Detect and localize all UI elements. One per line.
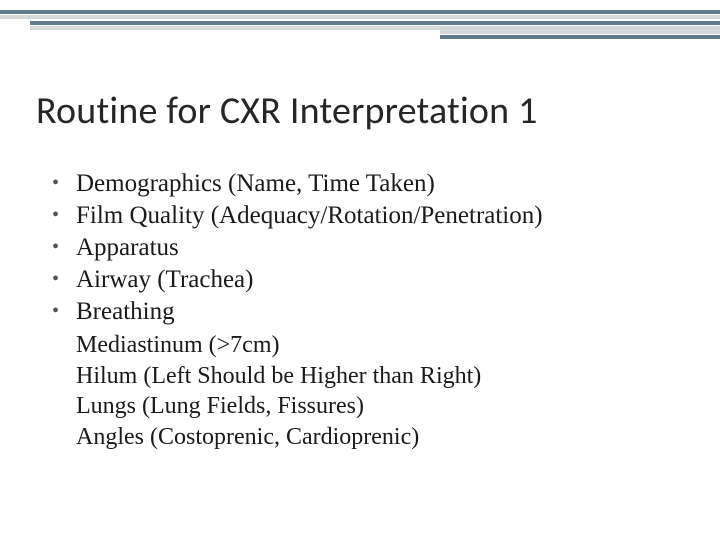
decorative-stripe	[440, 30, 720, 34]
slide-body: Demographics (Name, Time Taken) Film Qua…	[48, 168, 678, 453]
list-item: Apparatus	[48, 232, 678, 264]
sub-bullet-list: Mediastinum (>7cm) Hilum (Left Should be…	[48, 330, 678, 453]
slide-title: Routine for CXR Interpretation 1	[36, 88, 538, 134]
list-item: Airway (Trachea)	[48, 264, 678, 296]
top-decorative-bar	[0, 0, 720, 36]
list-item: Lungs (Lung Fields, Fissures)	[76, 391, 678, 422]
bullet-list: Demographics (Name, Time Taken) Film Qua…	[48, 168, 678, 328]
decorative-stripe	[0, 15, 720, 19]
slide: Routine for CXR Interpretation 1 Demogra…	[0, 0, 720, 540]
list-item: Angles (Costoprenic, Cardioprenic)	[76, 422, 678, 453]
decorative-stripe	[440, 35, 720, 39]
list-item: Mediastinum (>7cm)	[76, 330, 678, 361]
decorative-stripe	[30, 21, 720, 25]
list-item: Breathing	[48, 296, 678, 328]
list-item: Hilum (Left Should be Higher than Right)	[76, 361, 678, 392]
decorative-stripe	[0, 10, 720, 14]
list-item: Demographics (Name, Time Taken)	[48, 168, 678, 200]
list-item: Film Quality (Adequacy/Rotation/Penetrat…	[48, 200, 678, 232]
